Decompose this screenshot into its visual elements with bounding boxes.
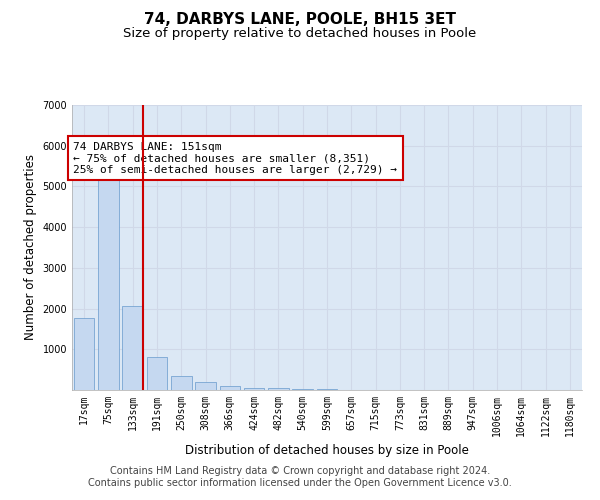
Bar	[220, 386, 240, 390]
Bar	[122, 306, 143, 390]
Text: 74, DARBYS LANE, POOLE, BH15 3ET: 74, DARBYS LANE, POOLE, BH15 3ET	[144, 12, 456, 28]
Text: Contains HM Land Registry data © Crown copyright and database right 2024.
Contai: Contains HM Land Registry data © Crown c…	[88, 466, 512, 487]
Y-axis label: Number of detached properties: Number of detached properties	[24, 154, 37, 340]
Bar	[146, 356, 167, 390]
Bar	[268, 388, 289, 390]
Bar	[98, 154, 119, 390]
X-axis label: Distribution of detached houses by size in Poole: Distribution of detached houses by size …	[185, 444, 469, 458]
Bar	[74, 318, 94, 390]
Bar	[244, 388, 265, 390]
Bar	[317, 389, 337, 390]
Bar	[195, 382, 216, 390]
Bar	[171, 376, 191, 390]
Text: 74 DARBYS LANE: 151sqm
← 75% of detached houses are smaller (8,351)
25% of semi-: 74 DARBYS LANE: 151sqm ← 75% of detached…	[73, 142, 397, 175]
Bar	[292, 388, 313, 390]
Text: Size of property relative to detached houses in Poole: Size of property relative to detached ho…	[124, 28, 476, 40]
